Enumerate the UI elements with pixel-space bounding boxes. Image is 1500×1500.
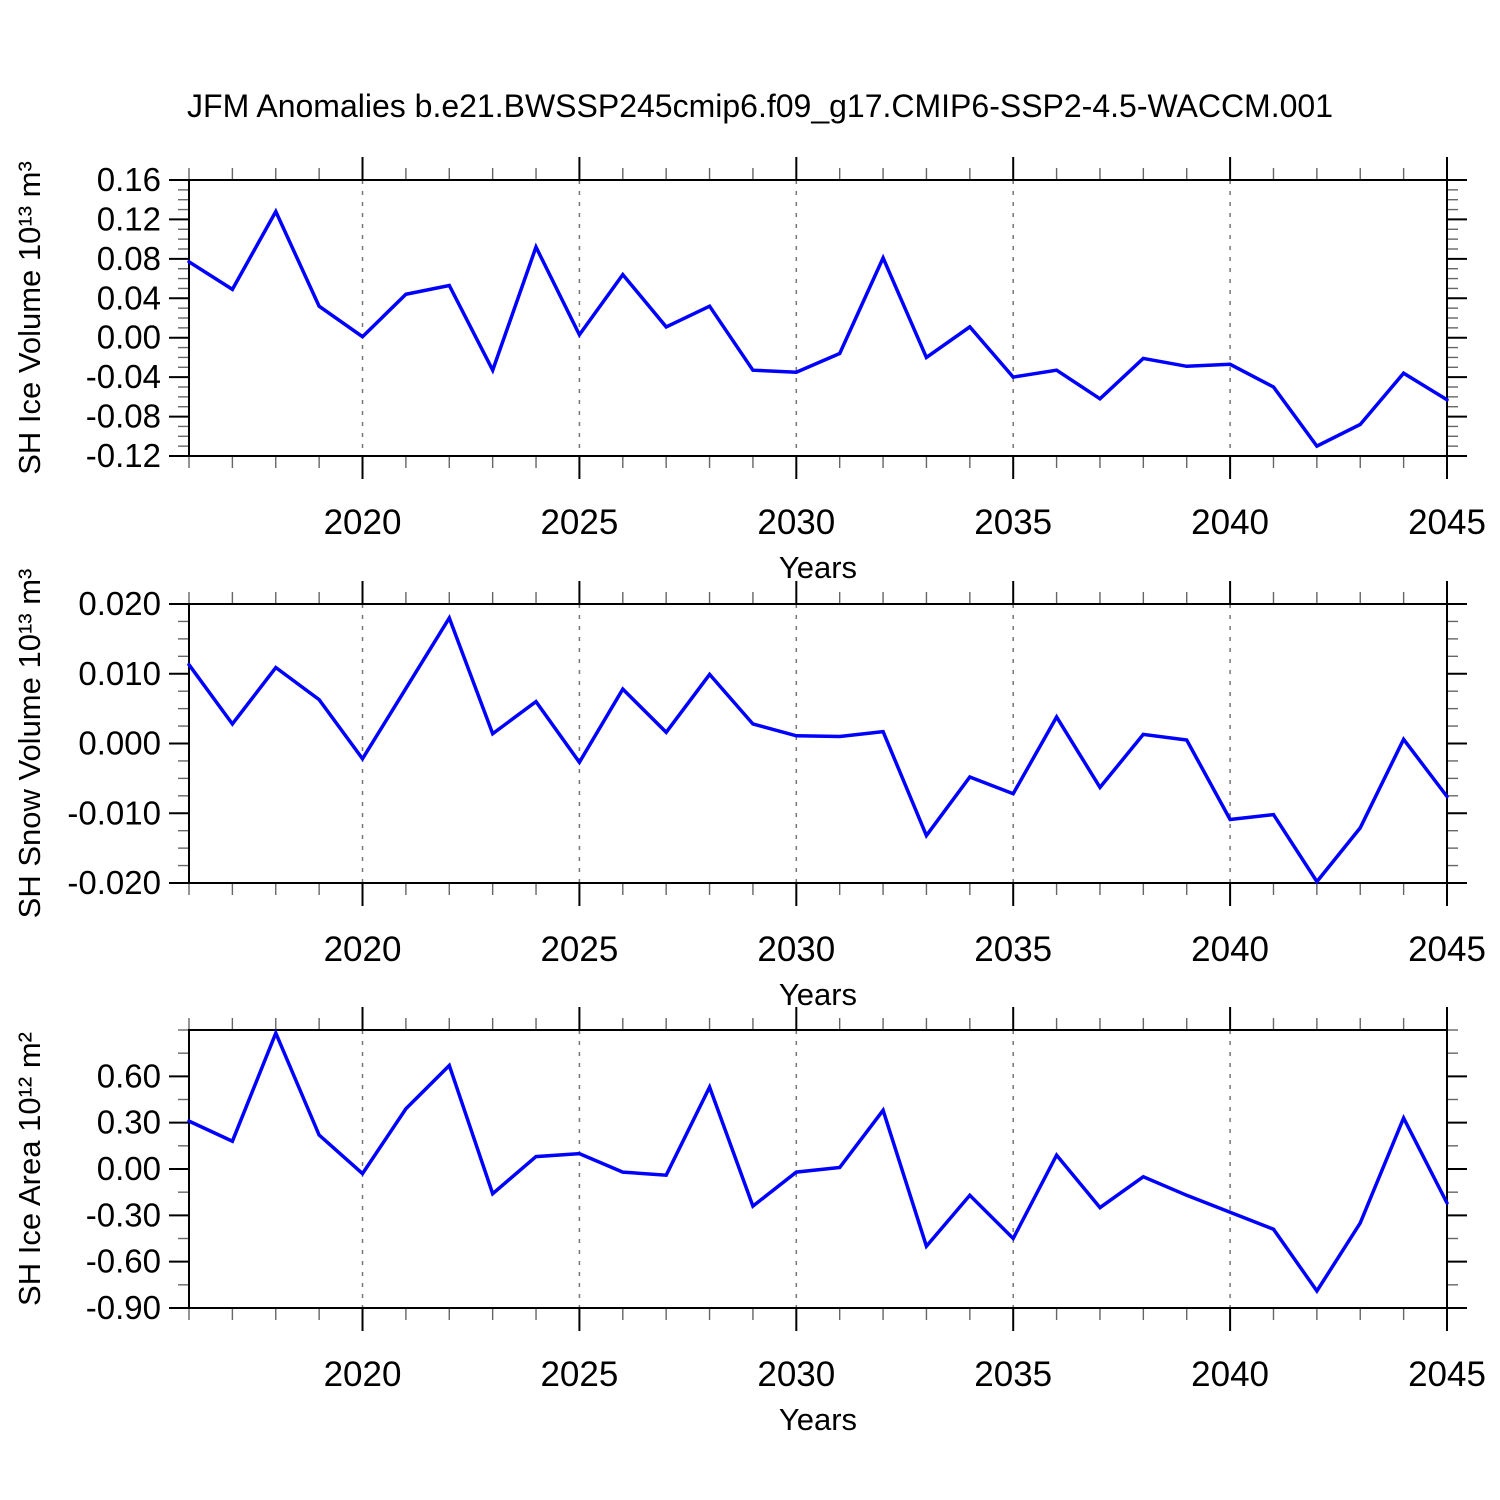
x-tick-label: 2035 <box>974 930 1052 969</box>
x-tick-label: 2020 <box>324 1355 402 1394</box>
x-tick-label: 2020 <box>324 503 402 542</box>
x-tick-label: 2035 <box>974 503 1052 542</box>
y-axis-label: SH Ice Volume 10¹³ m³ <box>12 161 47 475</box>
x-tick-label: 2045 <box>1408 930 1486 969</box>
y-tick-label: -0.010 <box>67 794 161 831</box>
x-tick-label: 2045 <box>1408 1355 1486 1394</box>
y-tick-label: 0.16 <box>97 161 161 198</box>
y-tick-label: 0.12 <box>97 200 161 237</box>
y-tick-label: 0.020 <box>78 585 161 622</box>
y-tick-label: -0.30 <box>86 1196 161 1233</box>
sh-snow-volume-chart: 0.020 0.010 0.000 -0.010 -0.020 2020 2025 2030 2… <box>12 569 1486 1012</box>
y-tick-label: 0.08 <box>97 240 161 277</box>
y-tick-label: 0.000 <box>78 725 161 762</box>
y-tick-label: -0.12 <box>86 437 161 474</box>
data-line <box>187 614 1449 885</box>
x-tick-label: 2045 <box>1408 503 1486 542</box>
y-tick-label: 0.04 <box>97 279 161 316</box>
sh-ice-volume-chart: 0.160.120.080.040.00-0.04-0.08-0.12 2020 2… <box>12 157 1486 585</box>
x-tick-label: 2025 <box>540 930 618 969</box>
sh-ice-area-chart: 0.60 0.30 0.00 -0.30 -0.60 -0.90 2020 2025 2030 2… <box>12 1007 1486 1437</box>
x-axis-label: Years <box>779 1402 857 1437</box>
y-tick-label: 0.60 <box>97 1057 161 1094</box>
plot-frame <box>188 179 1448 457</box>
x-tick-label: 2040 <box>1191 503 1269 542</box>
y-tick-label: -0.60 <box>86 1243 161 1280</box>
x-tick-label: 2020 <box>324 930 402 969</box>
plot-frame <box>188 603 1448 884</box>
y-tick-label: -0.90 <box>86 1289 161 1326</box>
y-tick-label: 0.00 <box>97 319 161 356</box>
y-tick-label: -0.04 <box>86 358 161 395</box>
x-tick-label: 2025 <box>540 503 618 542</box>
x-tick-label: 2030 <box>757 503 835 542</box>
y-tick-label: -0.08 <box>86 398 161 435</box>
data-line <box>187 1028 1449 1295</box>
x-axis-label: Years <box>779 977 857 1012</box>
y-axis-label: SH Ice Area 10¹² m² <box>12 1032 47 1306</box>
x-tick-label: 2030 <box>757 930 835 969</box>
x-tick-label: 2035 <box>974 1355 1052 1394</box>
x-tick-label: 2030 <box>757 1355 835 1394</box>
plot-frame <box>188 1029 1448 1309</box>
y-tick-label: -0.020 <box>67 864 161 901</box>
x-axis-label: Years <box>779 550 857 585</box>
y-axis-label: SH Snow Volume 10¹³ m³ <box>12 569 47 919</box>
plot-title: JFM Anomalies b.e21.BWSSP245cmip6.f09_g1… <box>187 88 1333 124</box>
y-tick-label: 0.00 <box>97 1150 161 1187</box>
data-line <box>187 207 1449 449</box>
y-tick-label: 0.010 <box>78 655 161 692</box>
x-tick-label: 2040 <box>1191 930 1269 969</box>
y-tick-label: 0.30 <box>97 1104 161 1141</box>
x-tick-label: 2025 <box>540 1355 618 1394</box>
x-tick-label: 2040 <box>1191 1355 1269 1394</box>
